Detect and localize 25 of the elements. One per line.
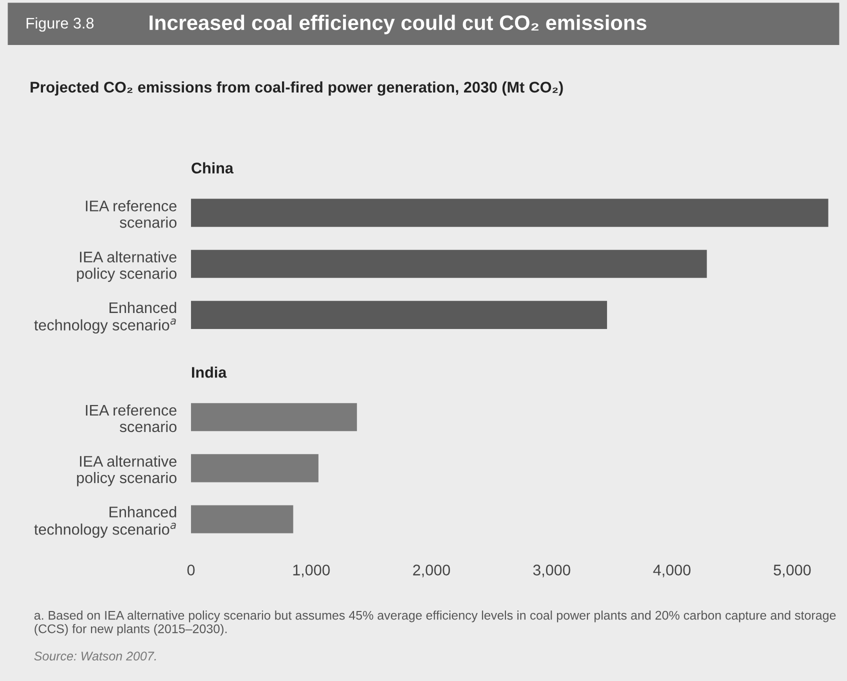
y-tick-label: Enhanced technology scenario$^{a}$ (34, 506, 176, 538)
x-tick-label: 4,000 (653, 564, 690, 578)
bar (191, 300, 608, 330)
x-tick-label: 0 (187, 564, 195, 576)
y-tick-label: IEA alternative policy scenario (77, 456, 176, 486)
bar (191, 454, 318, 482)
y-tick-label: India (192, 366, 227, 378)
y-tick-label: IEA reference scenario (86, 404, 176, 432)
x-tick-label: 5,000 (774, 564, 811, 578)
y-tick-label: China (192, 162, 234, 174)
y-tick-label: IEA alternative policy scenario (77, 251, 176, 282)
text: a. Based on IEA alternative policy scenario but assumes 45% average efficiency levels in coal power plants and 20% carbon capture and storage (CCS) for new plants (2015–2030). (34, 610, 836, 636)
bar (191, 250, 707, 278)
source-note: Source: Watson 2007. (34, 652, 156, 661)
x-tick-label: 1,000 (293, 564, 330, 578)
x-tick-label: 3,000 (533, 564, 570, 578)
bar (191, 403, 357, 432)
bar (191, 198, 828, 227)
y-tick-label: Enhanced technology scenario$^{a}$ (34, 302, 176, 334)
caption: Figure 3.8 (26, 17, 94, 32)
x-tick-label: 2,000 (413, 564, 450, 578)
chart-title: Increased coal efficiency could cut CO₂ emissions (150, 14, 646, 34)
chart-subtitle: Projected CO₂ emissions from coal-fired power generation, 2030 (Mt CO₂) (30, 81, 563, 96)
y-tick-label: IEA reference scenario (86, 200, 176, 228)
bar (191, 505, 294, 534)
